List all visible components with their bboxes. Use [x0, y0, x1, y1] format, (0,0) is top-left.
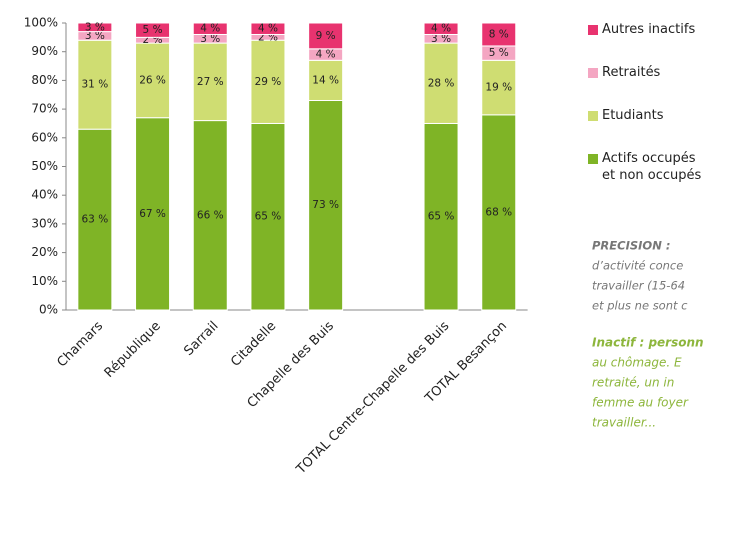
value-label: 4 %	[431, 23, 451, 35]
bar-segment	[423, 22, 459, 35]
y-tick-label: 20%	[31, 245, 58, 259]
value-label: 65 %	[255, 211, 282, 223]
bar-segment	[250, 39, 286, 124]
x-tick-label: République	[102, 319, 164, 381]
bar-segment	[308, 22, 344, 50]
legend-swatch	[588, 25, 598, 35]
bar-segment	[481, 114, 517, 311]
value-label: 4 %	[200, 23, 220, 35]
value-label: 4 %	[316, 49, 336, 61]
note-line: travailler...	[592, 416, 656, 430]
value-label: 66 %	[197, 209, 224, 221]
note-line: au chômage. E	[592, 356, 682, 370]
value-label: 27 %	[197, 76, 224, 88]
value-label: 9 %	[316, 30, 336, 42]
y-tick-label: 0%	[39, 303, 58, 317]
note-line: PRECISION :	[592, 239, 670, 253]
note-line: travailler (15-64	[592, 279, 685, 293]
x-tick-label: Sarrail	[181, 319, 221, 359]
bar-segment	[481, 22, 517, 47]
y-tick-label: 90%	[31, 44, 58, 58]
bar-segment	[77, 128, 113, 311]
value-label: 3 %	[85, 30, 105, 42]
bar-segment	[77, 39, 113, 130]
value-label: 28 %	[428, 77, 455, 89]
x-tick-label: Citadelle	[228, 319, 279, 370]
x-tick-label: Chamars	[55, 319, 107, 371]
value-label: 19 %	[485, 82, 512, 94]
value-label: 73 %	[312, 199, 339, 211]
value-label: 63 %	[82, 214, 109, 226]
value-label: 3 %	[85, 21, 105, 33]
value-label: 65 %	[428, 211, 455, 223]
legend-swatch	[588, 68, 598, 78]
value-label: 8 %	[489, 28, 509, 40]
note-line: Inactif : personn	[592, 336, 704, 350]
value-label: 3 %	[200, 33, 220, 45]
note-line: femme au foyer	[592, 396, 689, 410]
value-label: 3 %	[431, 33, 451, 45]
bar-segment	[192, 22, 228, 35]
value-label: 31 %	[82, 79, 109, 91]
bar-segment	[423, 42, 459, 124]
note-line: et plus ne sont c	[592, 299, 688, 313]
bar-segment	[250, 122, 286, 311]
legend-swatch	[588, 154, 598, 164]
value-label: 4 %	[258, 23, 278, 35]
y-tick-label: 10%	[31, 274, 58, 288]
y-tick-label: 40%	[31, 188, 58, 202]
value-label: 67 %	[139, 208, 166, 220]
bar-segment	[135, 42, 171, 119]
bar-segment	[192, 120, 228, 311]
value-label: 29 %	[255, 76, 282, 88]
legend-label: Retraités	[602, 65, 661, 80]
y-tick-label: 30%	[31, 216, 58, 230]
value-label: 14 %	[312, 74, 339, 86]
legend-swatch	[588, 111, 598, 121]
bar-segment	[77, 22, 113, 33]
bar-segment	[250, 22, 286, 35]
y-tick-label: 60%	[31, 130, 58, 144]
note-line: d’activité conce	[592, 259, 683, 273]
y-tick-label: 70%	[31, 102, 58, 116]
bar-segment	[192, 42, 228, 122]
y-tick-label: 100%	[24, 16, 58, 30]
legend-label: Etudiants	[602, 108, 664, 123]
bar-segment	[308, 99, 344, 311]
note-line: retraité, un in	[592, 376, 674, 390]
bar-segment	[308, 59, 344, 101]
legend-label: Actifs occupés et non occupés	[602, 151, 702, 183]
value-label: 26 %	[139, 74, 166, 86]
value-label: 5 %	[489, 47, 509, 59]
legend-label: Autres inactifs	[602, 22, 696, 37]
y-tick-label: 50%	[31, 159, 58, 173]
y-tick-label: 80%	[31, 73, 58, 87]
bar-segment	[135, 22, 171, 38]
value-label: 68 %	[485, 206, 512, 218]
value-label: 5 %	[143, 24, 163, 36]
